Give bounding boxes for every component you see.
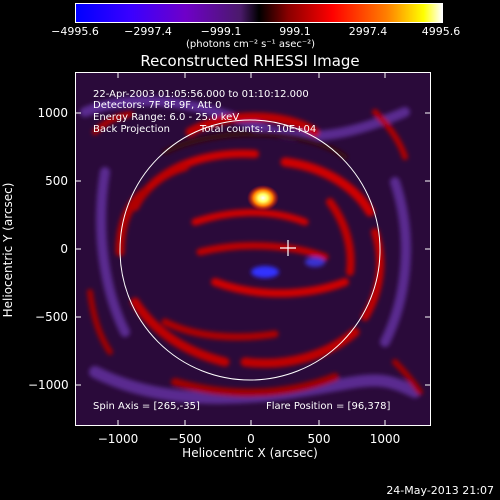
x-axis-label: Heliocentric X (arcsec): [182, 446, 318, 460]
time-range: 22-Apr-2003 01:05:56.000 to 01:10:12.000: [93, 89, 309, 100]
x-tick: 0: [247, 432, 255, 446]
y-tick: −500: [35, 310, 68, 324]
reconstructed-image: [75, 72, 431, 426]
spin-axis: Spin Axis = [265,-35]: [93, 401, 200, 412]
image-title: Reconstructed RHESSI Image: [140, 52, 360, 70]
timestamp: 24-May-2013 21:07: [386, 484, 494, 497]
energy-range: Energy Range: 6.0 - 25.0 keV: [93, 112, 240, 123]
y-tick: 500: [45, 174, 68, 188]
total-counts: Total counts: 1.10E+04: [200, 124, 317, 135]
x-tick: 1000: [369, 432, 401, 446]
x-tick: −1000: [97, 432, 139, 446]
colorbar-tick: 2997.4: [348, 25, 388, 38]
y-tick: 0: [60, 242, 68, 256]
colorbar: [75, 3, 443, 23]
colorbar-tick: 4995.6: [421, 25, 461, 38]
y-tick: 1000: [37, 106, 68, 120]
y-axis-label: Heliocentric Y (arcsec): [1, 182, 15, 318]
colorbar-tick: −2997.4: [124, 25, 172, 38]
detectors: Detectors: 7F 8F 9F, Att 0: [93, 100, 222, 111]
colorbar-units: (photons cm⁻² s⁻¹ asec⁻²): [186, 39, 316, 50]
x-tick: 500: [307, 432, 331, 446]
flare-position: Flare Position = [96,378]: [266, 401, 391, 412]
method: Back Projection: [93, 124, 170, 135]
x-tick: −500: [168, 432, 202, 446]
colorbar-tick: 999.1: [279, 25, 311, 38]
colorbar-tick: −999.1: [200, 25, 242, 38]
y-tick: −1000: [28, 378, 69, 392]
colorbar-tick: −4995.6: [51, 25, 99, 38]
